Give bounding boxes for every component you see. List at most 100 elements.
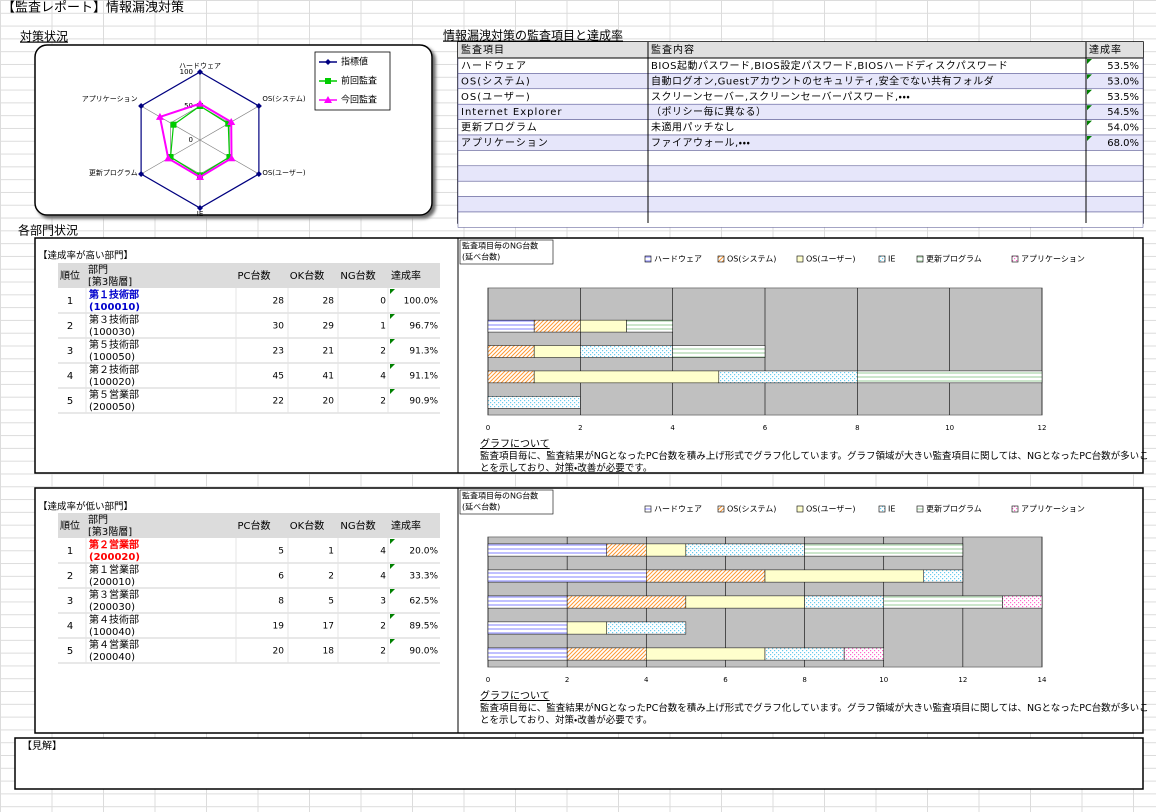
table-header-bg (458, 42, 1143, 58)
data-point (138, 171, 145, 177)
cell-number: 22 (273, 397, 284, 407)
cell-number: 4 (380, 372, 386, 382)
cell-number: 21 (323, 347, 334, 357)
department-code: (100010) (89, 302, 140, 313)
cell-number: 4 (380, 547, 386, 557)
table-row-bg (457, 165, 1144, 182)
cell-indicator (390, 639, 395, 644)
legend-label: OS(システム) (727, 255, 776, 264)
cell-indicator (390, 364, 395, 369)
x-tick-label: 6 (723, 676, 728, 684)
cell-number: 2 (380, 397, 386, 407)
bar-segment (533, 319, 581, 333)
cell-number: 33.3% (409, 572, 438, 582)
bar-segment (843, 647, 884, 661)
x-tick-label: 6 (763, 424, 768, 432)
data-point (255, 103, 262, 109)
department-name: 第２技術部 (89, 363, 139, 376)
legend-swatch (644, 255, 652, 263)
department-name: 第３技術部 (89, 313, 139, 326)
legend-label: 指標値 (341, 56, 368, 68)
bar-segment (685, 595, 805, 609)
x-tick-label: 8 (855, 424, 859, 432)
bar-segment (487, 569, 647, 583)
column-header: 達成率 (391, 270, 421, 282)
x-tick-label: 12 (1038, 424, 1047, 432)
table-title: 【達成率が低い部門】 (38, 501, 133, 513)
legend-swatch (717, 505, 725, 513)
cell-indicator (1087, 89, 1092, 95)
cell-number: 19 (273, 622, 285, 632)
table-row-bg (457, 180, 1144, 197)
cell-number: 89.5% (409, 622, 438, 632)
rank: 2 (67, 321, 73, 332)
cell-indicator (390, 589, 395, 594)
bar-segment (646, 647, 766, 661)
department-name: 第３営業部 (89, 588, 139, 601)
legend-label: OS(システム) (727, 505, 776, 514)
bar-segment (923, 569, 964, 583)
bar-segment (533, 345, 581, 358)
rank: 4 (67, 621, 73, 632)
bar-segment (606, 621, 687, 635)
category-label: 更新プログラム (89, 168, 138, 177)
x-tick-label: 4 (644, 676, 649, 684)
department-code: (200030) (89, 602, 135, 613)
section-title: 対策状況 (20, 29, 68, 44)
bar-segment (487, 543, 607, 557)
cell-number: 2 (328, 572, 334, 582)
cell-number: 90.9% (409, 397, 438, 407)
department-code: (200020) (89, 552, 140, 563)
cell-number: 45 (273, 372, 284, 382)
legend-label: 更新プログラム (926, 254, 982, 264)
column-header: NG台数 (340, 269, 375, 282)
cell-indicator (390, 314, 395, 319)
bar-segment (566, 621, 607, 635)
audit-content: 未適用パッチなし (651, 121, 735, 134)
table-row-bg (457, 134, 1144, 151)
cell-number: 6 (278, 572, 284, 582)
rank: 2 (67, 571, 73, 582)
data-point (197, 69, 203, 75)
legend-label: アプリケーション (1021, 255, 1085, 264)
table-header-bg (58, 263, 440, 288)
rank: 3 (67, 596, 73, 607)
table-row-bg (457, 119, 1144, 136)
data-point (197, 205, 203, 211)
column-header: 順位 (60, 519, 80, 532)
cell-number: 0 (380, 297, 386, 307)
data-point (255, 171, 262, 177)
audit-content: ファイアウォール,・・・ (651, 137, 750, 149)
cell-number: 8 (278, 597, 284, 607)
cell-number: 18 (323, 647, 335, 657)
cell-number: 28 (323, 297, 335, 307)
x-tick-label: 2 (565, 676, 569, 684)
opinion-frame (14, 737, 1144, 790)
rank: 5 (67, 646, 73, 657)
category-label: アプリケーション (82, 95, 138, 103)
cell-number: 1 (328, 547, 334, 557)
cell-number: 20 (273, 647, 285, 657)
column-header: PC台数 (237, 519, 270, 532)
achievement-rate: 54.5% (1107, 107, 1139, 118)
category-label: OS(ユーザー) (262, 169, 306, 177)
x-tick-label: 10 (879, 676, 888, 684)
x-tick-label: 14 (1038, 676, 1047, 684)
data-point (138, 103, 145, 109)
bar-segment (533, 370, 720, 384)
cell-indicator (390, 289, 395, 294)
legend-swatch (916, 255, 924, 263)
x-tick-label: 0 (486, 424, 490, 432)
department-name: 第１営業部 (89, 563, 139, 576)
r-tick-label: 100 (180, 68, 193, 76)
column-header: 達成率 (391, 520, 421, 532)
data-point (155, 112, 164, 120)
chart-title: 監査項目毎のNG台数 (462, 491, 538, 501)
audit-content: スクリーンセーバー,スクリーンセーバーパスワード,・・・ (651, 91, 910, 103)
x-tick-label: 10 (945, 424, 954, 432)
legend-label: ハードウェア (654, 255, 702, 264)
column-header: OK台数 (290, 519, 324, 532)
rank: 4 (67, 371, 73, 382)
legend-swatch (916, 505, 924, 513)
